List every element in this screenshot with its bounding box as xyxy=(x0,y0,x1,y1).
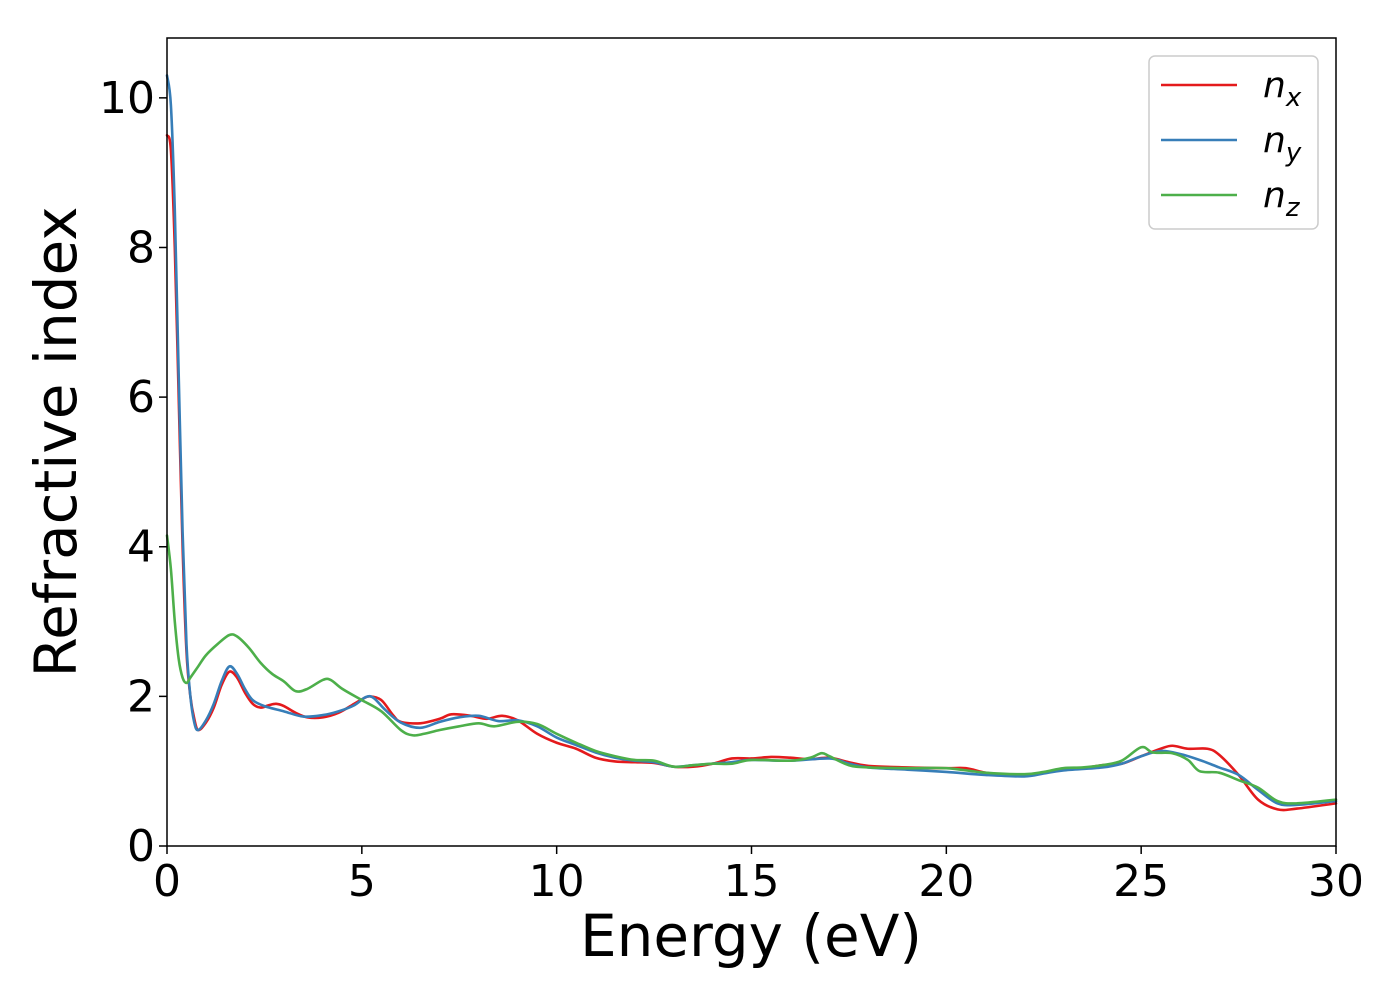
x-tick-label: 15 xyxy=(724,856,780,907)
x-tick-label: 25 xyxy=(1113,856,1169,907)
legend-label-x: nx xyxy=(1263,65,1302,113)
series-lines xyxy=(165,74,1338,812)
y-axis-title: Refractive index xyxy=(22,206,90,677)
y-tick-label: 4 xyxy=(127,522,155,573)
series-line-z xyxy=(165,534,1338,805)
y-tick-label: 8 xyxy=(127,222,155,273)
x-tick-label: 10 xyxy=(529,856,585,907)
series-line-y xyxy=(165,74,1338,807)
x-tick-label: 20 xyxy=(918,856,974,907)
y-tick-label: 10 xyxy=(99,73,155,124)
x-tick-label: 0 xyxy=(153,856,181,907)
legend-label-z: nz xyxy=(1263,175,1301,223)
y-tick-label: 0 xyxy=(127,821,155,872)
y-tick-label: 6 xyxy=(127,372,155,423)
x-axis-title: Energy (eV) xyxy=(580,902,922,970)
x-tick-label: 30 xyxy=(1308,856,1364,907)
x-tick-label: 5 xyxy=(348,856,376,907)
legend-box xyxy=(1148,55,1319,230)
y-tick-label: 2 xyxy=(127,671,155,722)
axis-ticks: 0 5 10 15 20 25 30 0 2 4 6 8 10 xyxy=(99,73,1364,907)
legend: nx ny nz xyxy=(1148,55,1319,230)
legend-label-y: ny xyxy=(1263,120,1302,168)
